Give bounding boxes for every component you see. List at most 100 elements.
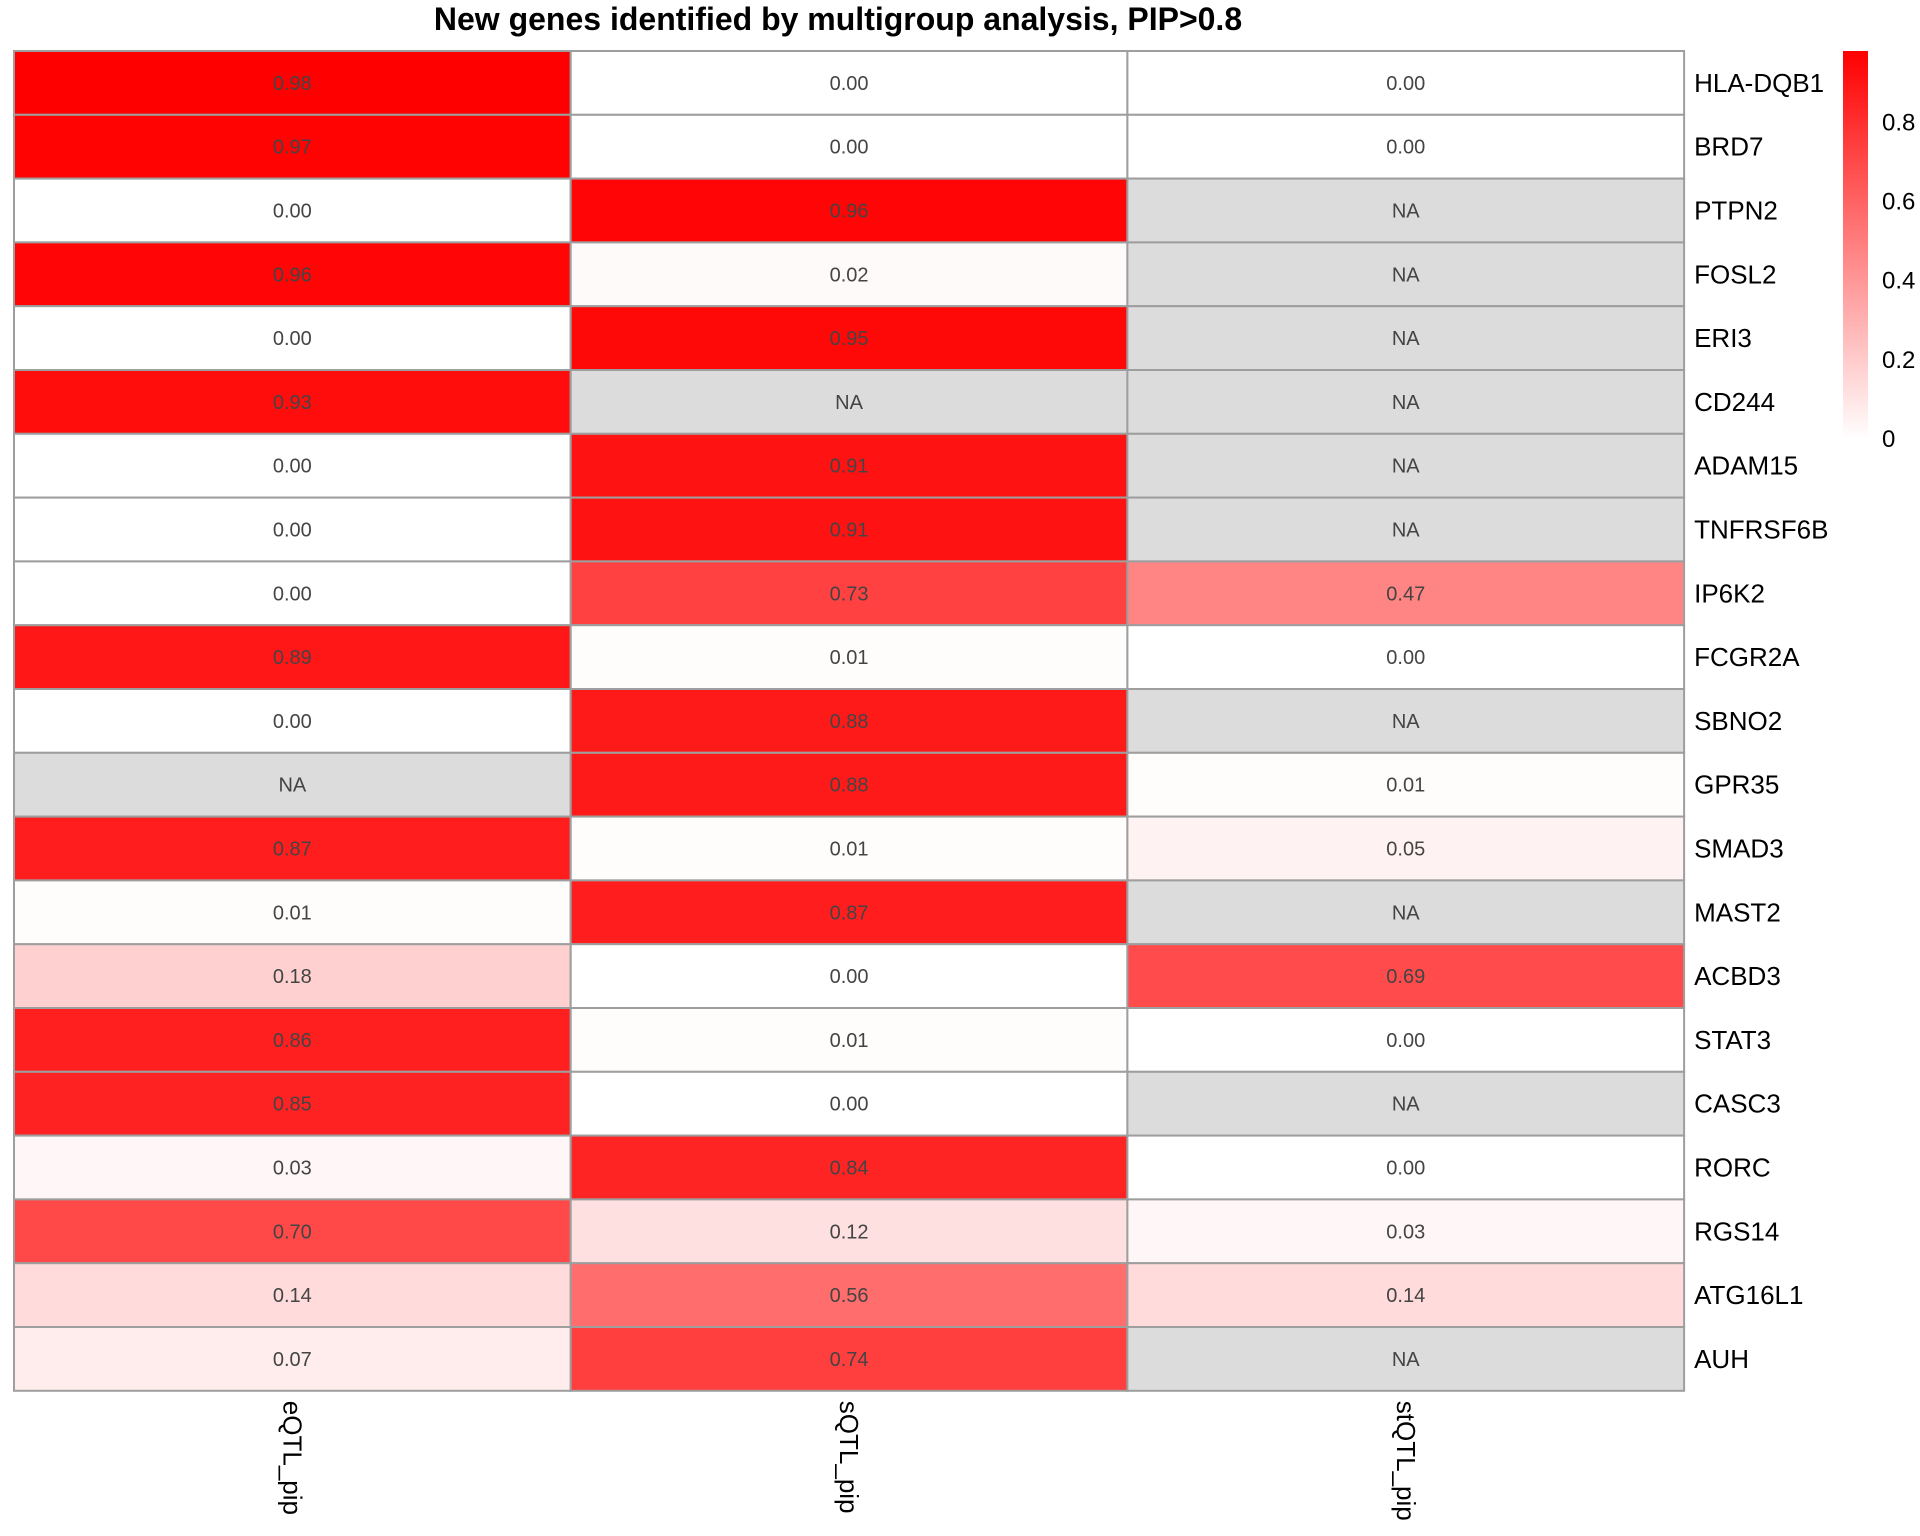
heatmap-cell: [569, 1134, 1129, 1201]
heatmap-cell: [1126, 1070, 1686, 1137]
heatmap-cell: [569, 177, 1129, 244]
cell-value-label: NA: [1392, 201, 1420, 223]
cell-value-label: 0.95: [830, 328, 869, 350]
row-label: CD244: [1694, 387, 1775, 417]
heatmap-cell: [13, 432, 572, 499]
row-labels: HLA-DQB1 BRD7 PTPN2 FOSL2 ERI3 CD244 ADAM15 TNF…: [1694, 68, 1828, 1374]
cell-value-label: 0.93: [273, 392, 312, 414]
cell-value-label: 0.12: [830, 1221, 869, 1243]
heatmap-cell: [13, 496, 572, 563]
heatmap-cell: [1126, 113, 1686, 180]
cell-value-label: NA: [1392, 711, 1420, 733]
column-labels: eQTL_pip sQTL_pip stQTL_pip: [277, 1401, 1420, 1521]
heatmap-cell: [569, 496, 1129, 563]
heatmap-cell: [13, 688, 572, 754]
legend-tick-label: 0.2: [1882, 347, 1915, 374]
cell-value-label: NA: [835, 392, 863, 414]
heatmap-cell: [569, 50, 1129, 116]
cell-value-label: 0.01: [1386, 775, 1425, 797]
cell-value-label: 0.03: [1386, 1221, 1425, 1243]
heatmap-cell: [569, 369, 1129, 435]
row-label: FCGR2A: [1694, 642, 1800, 672]
cell-value-label: 0.01: [830, 647, 869, 669]
cell-value-label: 0.02: [830, 264, 869, 286]
cell-value-label: 0.07: [273, 1349, 312, 1371]
cell-value-label: 0.18: [273, 966, 312, 988]
cell-value-label: 0.84: [830, 1158, 869, 1180]
row-label: RORC: [1694, 1153, 1771, 1183]
color-legend: 0.8 0.6 0.4 0.2 0: [1843, 51, 1915, 453]
row-label: GPR35: [1694, 770, 1779, 800]
row-label: BRD7: [1694, 132, 1763, 162]
cell-value-label: 0.85: [273, 1094, 312, 1116]
heatmap-cell: [13, 879, 572, 946]
heatmap-cell: [1126, 241, 1686, 308]
heatmap-cell: [1126, 751, 1686, 818]
cell-value-label: 0.98: [273, 73, 312, 95]
cell-value-label: 0.00: [1386, 73, 1425, 95]
heatmap-cell: [1126, 624, 1686, 691]
cell-value-label: NA: [278, 775, 306, 797]
legend-tick-label: 0.4: [1882, 268, 1915, 295]
heatmap-cell: [1126, 879, 1686, 946]
row-label: FOSL2: [1694, 259, 1776, 289]
cell-value-label: 0.88: [830, 775, 869, 797]
cell-value-label: 0.97: [273, 137, 312, 159]
cell-value-label: 0.00: [830, 1094, 869, 1116]
cell-value-label: 0.70: [273, 1221, 312, 1243]
row-label: ERI3: [1694, 323, 1752, 353]
cell-value-label: NA: [1392, 1349, 1420, 1371]
heatmap-cell: [569, 1007, 1129, 1073]
heatmap-cell: [569, 1198, 1129, 1265]
heatmap-cell: [13, 815, 572, 882]
heatmap-cell: [1126, 50, 1686, 116]
cell-value-label: NA: [1392, 264, 1420, 286]
heatmap-cell: [569, 1262, 1129, 1328]
legend-tick-label: 0: [1882, 426, 1895, 453]
cell-value-label: 0.00: [273, 583, 312, 605]
heatmap-cell: [569, 432, 1129, 499]
heatmap-cell: [1126, 1134, 1686, 1201]
cell-value-label: NA: [1392, 902, 1420, 924]
cell-value-label: 0.00: [830, 966, 869, 988]
cell-value-label: 0.86: [273, 1030, 312, 1052]
heatmap-cell: [13, 943, 572, 1010]
column-label: eQTL_pip: [277, 1401, 307, 1515]
heatmap-cell: [13, 369, 572, 435]
heatmap-cell: [1126, 432, 1686, 499]
heatmap-cell: [13, 624, 572, 691]
cell-value-label: NA: [1392, 392, 1420, 414]
cell-value-label: 0.05: [1386, 839, 1425, 861]
cell-value-label: 0.88: [830, 711, 869, 733]
cell-value-label: 0.00: [273, 711, 312, 733]
cell-value-label: 0.00: [273, 456, 312, 478]
cell-value-label: 0.01: [273, 902, 312, 924]
cell-value-label: 0.01: [830, 1030, 869, 1052]
cell-value-label: 0.00: [1386, 647, 1425, 669]
cell-value-label: 0.00: [273, 520, 312, 542]
heatmap-cell: [1126, 369, 1686, 435]
cell-value-label: 0.91: [830, 456, 869, 478]
heatmap-cell: [1126, 688, 1686, 754]
column-label: stQTL_pip: [1391, 1401, 1421, 1521]
heatmap-cell: [1126, 1007, 1686, 1073]
cell-value-label: 0.00: [1386, 137, 1425, 159]
cell-value-label: 0.14: [1386, 1285, 1425, 1307]
heatmap-cell: [1126, 496, 1686, 563]
legend-tick-label: 0.8: [1882, 109, 1915, 136]
row-label: MAST2: [1694, 897, 1781, 927]
cell-value-label: 0.47: [1386, 583, 1425, 605]
cell-value-label: 0.00: [273, 328, 312, 350]
heatmap-cell: [1126, 560, 1686, 627]
cell-value-label: 0.00: [830, 73, 869, 95]
cell-value-label: 0.00: [273, 201, 312, 223]
cell-value-label: 0.96: [830, 201, 869, 223]
cell-value-label: NA: [1392, 456, 1420, 478]
row-label: AUH: [1694, 1344, 1749, 1374]
heatmap-cell: [13, 560, 572, 627]
cell-value-label: 0.01: [830, 839, 869, 861]
row-label: PTPN2: [1694, 196, 1778, 226]
cell-value-label: 0.89: [273, 647, 312, 669]
cell-value-label: 0.00: [830, 137, 869, 159]
legend-ticks: 0.8 0.6 0.4 0.2 0: [1882, 109, 1915, 453]
